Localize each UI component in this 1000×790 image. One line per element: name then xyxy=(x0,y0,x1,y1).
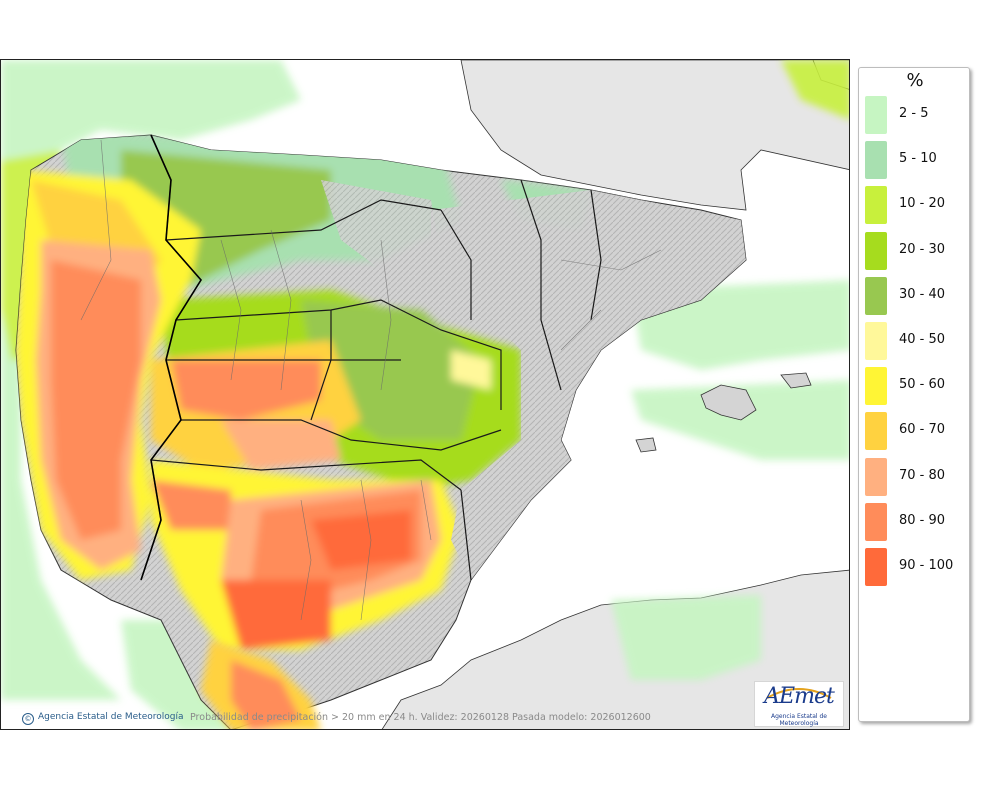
legend-item: 90 - 100 xyxy=(863,546,967,586)
legend-label: 2 - 5 xyxy=(899,106,929,121)
agency-credit: © Agencia Estatal de Meteorología xyxy=(22,712,184,725)
strait-precip xyxy=(201,640,321,729)
legend-item: 10 - 20 xyxy=(863,184,967,225)
legend-swatch xyxy=(865,412,887,451)
legend-label: 40 - 50 xyxy=(899,332,946,347)
legend-swatch xyxy=(865,548,887,586)
portugal-border xyxy=(140,134,202,581)
legend-label: 50 - 60 xyxy=(899,377,946,393)
legend-item: 40 - 50 xyxy=(863,320,967,360)
legend-item: 60 - 70 xyxy=(863,410,967,451)
legend-label: 90 - 100 xyxy=(899,558,954,573)
logo-text: AEmet xyxy=(764,684,835,709)
legend-item: 70 - 80 xyxy=(863,456,967,496)
legend-title: % xyxy=(906,70,924,91)
france-land xyxy=(460,60,849,211)
aemet-logo: AEmet Agencia Estatal de Meteorología xyxy=(754,681,844,727)
legend-label: 30 - 40 xyxy=(899,286,946,302)
legend-item: 20 - 30 xyxy=(863,230,967,270)
copyright-icon: © xyxy=(22,713,34,725)
legend-label: 80 - 90 xyxy=(899,512,946,528)
legend-swatch xyxy=(865,276,887,315)
legend-swatch xyxy=(865,367,887,406)
legend-label: 5 - 10 xyxy=(899,151,937,167)
legend-swatch xyxy=(865,96,887,134)
legend-label: 60 - 70 xyxy=(899,422,946,438)
agency-credit-label: Agencia Estatal de Meteorología xyxy=(38,712,184,722)
map-caption: Probabilidad de precipitación > 20 mm en… xyxy=(190,712,651,723)
legend: % 2 - 5 5 - 10 10 - 20 20 - 30 30 - 40 40 - 5… xyxy=(858,67,970,722)
legend-item: 2 - 5 xyxy=(863,94,967,134)
legend-item: 50 - 60 xyxy=(863,365,967,406)
legend-item: 80 - 90 xyxy=(863,501,967,541)
legend-label: 20 - 30 xyxy=(899,241,946,257)
logo-arc-icon xyxy=(766,688,832,699)
legend-swatch xyxy=(865,231,887,270)
logo-subtitle: Agencia Estatal de Meteorología xyxy=(770,713,827,727)
legend-item: 30 - 40 xyxy=(863,275,967,315)
balearic-islands xyxy=(635,372,812,453)
legend-swatch xyxy=(865,141,887,180)
map-canvas xyxy=(1,60,849,729)
iberia xyxy=(15,134,747,729)
legend-swatch xyxy=(865,322,887,360)
province-borders xyxy=(80,139,662,621)
precipitation-probability-map[interactable] xyxy=(0,59,850,730)
legend-swatch xyxy=(865,502,887,541)
legend-label: 70 - 80 xyxy=(899,467,946,483)
legend-swatch xyxy=(865,186,887,225)
legend-swatch xyxy=(865,457,887,496)
legend-label: 10 - 20 xyxy=(899,196,946,212)
legend-item: 5 - 10 xyxy=(863,139,967,180)
